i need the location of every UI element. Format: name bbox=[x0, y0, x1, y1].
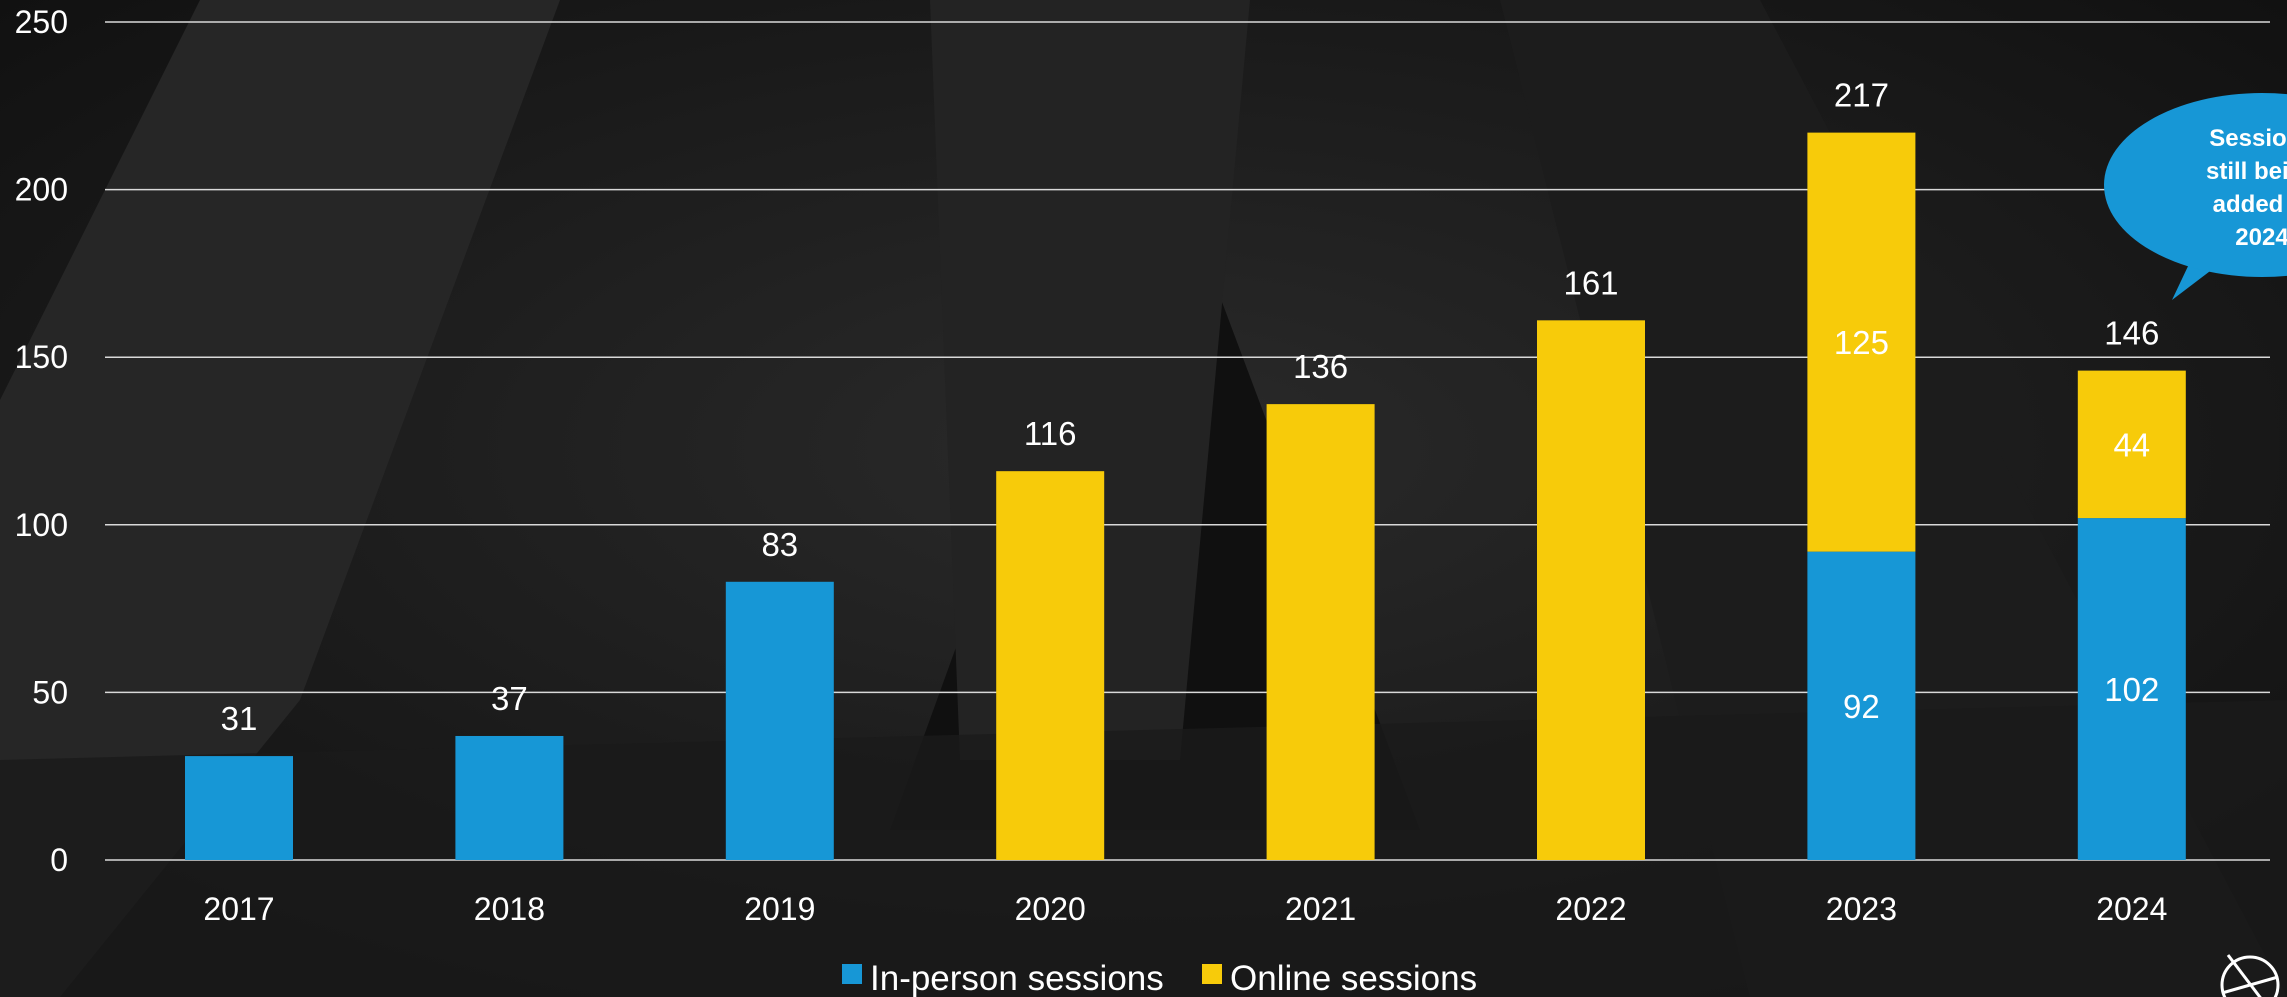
legend: In-person sessions Online sessions bbox=[842, 959, 1477, 997]
total-value-label: 146 bbox=[2104, 315, 2159, 352]
legend-swatch bbox=[1202, 964, 1222, 984]
total-value-label: 31 bbox=[221, 700, 258, 737]
x-tick-label: 2023 bbox=[1826, 891, 1897, 927]
legend-label: In-person sessions bbox=[870, 959, 1164, 997]
bar-2017-in-person bbox=[185, 756, 293, 860]
x-tick-label: 2018 bbox=[474, 891, 545, 927]
callout-text: Sessionsstill beingadded in2024 bbox=[2206, 125, 2287, 251]
x-tick-label: 2022 bbox=[1555, 891, 1626, 927]
segment-value-label: 125 bbox=[1834, 324, 1889, 361]
legend-swatch bbox=[842, 964, 862, 984]
segment-value-label: 44 bbox=[2113, 426, 2150, 463]
bar-2023-online bbox=[1807, 132, 1916, 552]
total-value-label: 136 bbox=[1293, 348, 1348, 385]
total-value-label: 217 bbox=[1834, 77, 1889, 114]
bar-2024-online bbox=[2077, 370, 2186, 519]
x-axis: 2017 2018 2019 2020 2021 2022 2023 2024 bbox=[203, 891, 2167, 927]
x-tick-label: 2020 bbox=[1015, 891, 1086, 927]
y-tick-label: 50 bbox=[32, 674, 68, 710]
total-value-label: 83 bbox=[761, 526, 798, 563]
y-tick-label: 100 bbox=[15, 507, 68, 543]
bar-2019-in-person bbox=[725, 581, 834, 860]
y-tick-label: 200 bbox=[15, 172, 68, 208]
x-tick-label: 2024 bbox=[2096, 891, 2167, 927]
x-tick-label: 2019 bbox=[744, 891, 815, 927]
bar-2018-in-person bbox=[455, 735, 564, 860]
bar-2023-in-person bbox=[1807, 551, 1916, 860]
segment-value-label: 92 bbox=[1843, 688, 1880, 725]
callout-shape bbox=[2104, 93, 2287, 277]
bar-2020-online bbox=[996, 471, 1105, 860]
bar-2022-online bbox=[1537, 320, 1645, 860]
y-axis: 0 50 100 150 200 250 bbox=[15, 4, 68, 878]
logo-icon bbox=[2220, 954, 2280, 997]
bar-2021-online bbox=[1266, 404, 1375, 860]
x-tick-label: 2017 bbox=[203, 891, 274, 927]
y-tick-label: 150 bbox=[15, 339, 68, 375]
total-value-label: 37 bbox=[491, 680, 528, 717]
total-value-label: 161 bbox=[1563, 264, 1618, 301]
legend-label: Online sessions bbox=[1230, 959, 1477, 997]
y-tick-label: 250 bbox=[15, 4, 68, 40]
y-tick-label: 0 bbox=[50, 842, 68, 878]
segment-value-label: 102 bbox=[2104, 671, 2159, 708]
bars: 31 37 83 116 136 161 92 125 217 102 44 146 bbox=[185, 77, 2186, 860]
callout-bubble: Sessionsstill beingadded in2024 bbox=[2104, 93, 2287, 300]
x-tick-label: 2021 bbox=[1285, 891, 1356, 927]
total-value-label: 116 bbox=[1024, 415, 1077, 452]
bar-2024-in-person bbox=[2077, 518, 2186, 860]
